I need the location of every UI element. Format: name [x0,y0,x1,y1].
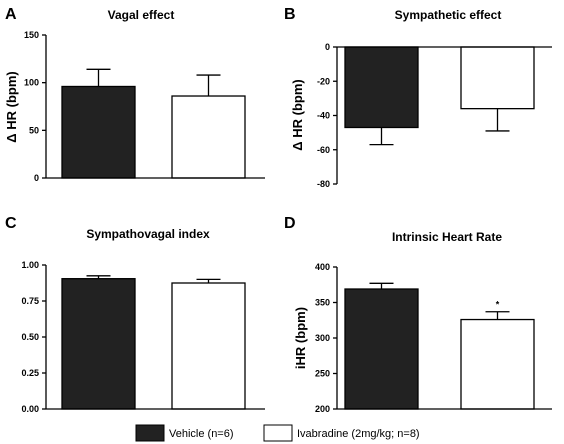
panel-b-bar-vehicle [344,46,419,129]
panel-a-ytick-label-0: 0 [34,173,39,183]
panel-d-letter: D [284,215,296,232]
panel-a-bar-vehicle [61,85,136,179]
panel-d-bar-vehicle [344,288,419,410]
legend: Vehicle (n=6) Ivabradine (2mg/kg; n=8) [135,424,420,442]
panel-c-title: Sympathovagal index [86,227,210,241]
panel-d-ytick-label-2: 300 [315,333,330,343]
panel-b-title: Sympathetic effect [395,8,502,22]
panel-c-ytick-label-2: 0.50 [21,332,39,342]
panel-c-letter: C [5,215,17,232]
panel-d-ytick-label-0: 200 [315,404,330,414]
panel-d-ytick-label-3: 350 [315,298,330,308]
panel-a-letter: A [5,6,17,23]
panel-b-ytick-label-3: -20 [317,76,330,86]
legend-label-ivabradine: Ivabradine (2mg/kg; n=8) [297,428,420,440]
panel-a-ytick-label-3: 150 [24,30,39,40]
panel-b-ytick-label-0: -80 [317,179,330,189]
panel-d-annotation-1: * [496,300,500,310]
panel-b-letter: B [284,6,296,23]
panel-a-ytick-label-1: 50 [29,125,39,135]
panel-c-ytick-label-3: 0.75 [21,296,39,306]
panel-d-title: Intrinsic Heart Rate [392,230,502,244]
legend-label-vehicle: Vehicle (n=6) [169,428,234,440]
panel-b-ytick-label-2: -40 [317,111,330,121]
panel-b-bar-ivabradine [460,46,535,110]
panel-d-ytick-label-1: 250 [315,369,330,379]
panel-a-title: Vagal effect [108,8,175,22]
panel-d-ylabel: iHR (bpm) [293,307,308,369]
panel-a-ytick-label-2: 100 [24,78,39,88]
panel-b-ylabel: Δ HR (bpm) [290,79,305,150]
panel-d-ytick-label-4: 400 [315,262,330,272]
panel-a-bar-ivabradine [171,95,246,179]
panel-c-bar-vehicle [61,278,136,410]
panel-d-bar-ivabradine [460,318,535,410]
panel-c-ytick-label-1: 0.25 [21,368,39,378]
panel-c-bar-ivabradine [171,282,246,410]
legend-swatch-ivabradine [263,424,293,442]
panel-c-ytick-label-0: 0.00 [21,404,39,414]
panel-b-ytick-label-4: 0 [325,42,330,52]
panel-c-ytick-label-4: 1.00 [21,260,39,270]
panel-a-ylabel: Δ HR (bpm) [4,71,19,142]
panel-b-ytick-label-1: -60 [317,145,330,155]
legend-swatch-vehicle [135,424,165,442]
